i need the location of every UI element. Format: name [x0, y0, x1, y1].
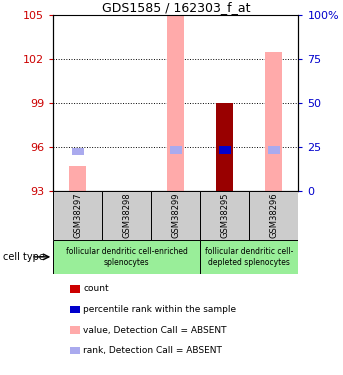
Bar — [268, 147, 280, 154]
Bar — [102, 191, 151, 240]
Bar — [53, 191, 102, 240]
Bar — [72, 148, 84, 155]
Text: GSM38299: GSM38299 — [171, 193, 180, 238]
Text: percentile rank within the sample: percentile rank within the sample — [83, 305, 236, 314]
Bar — [265, 52, 283, 191]
Title: GDS1585 / 162303_f_at: GDS1585 / 162303_f_at — [102, 1, 250, 14]
Text: count: count — [83, 284, 109, 293]
Bar — [151, 191, 200, 240]
Bar — [53, 240, 200, 274]
Bar — [167, 15, 185, 191]
Text: rank, Detection Call = ABSENT: rank, Detection Call = ABSENT — [83, 346, 222, 355]
Bar — [249, 191, 298, 240]
Bar — [219, 147, 231, 154]
Text: follicular dendritic cell-enriched
splenocytes: follicular dendritic cell-enriched splen… — [66, 247, 188, 267]
Text: GSM38296: GSM38296 — [269, 193, 279, 238]
Bar — [216, 103, 234, 191]
Bar — [170, 147, 182, 154]
Bar — [200, 240, 298, 274]
Text: GSM38295: GSM38295 — [220, 193, 229, 238]
Text: follicular dendritic cell-
depleted splenocytes: follicular dendritic cell- depleted sple… — [205, 247, 294, 267]
Text: value, Detection Call = ABSENT: value, Detection Call = ABSENT — [83, 326, 227, 334]
Text: GSM38297: GSM38297 — [73, 193, 82, 238]
Bar — [200, 191, 249, 240]
Text: GSM38298: GSM38298 — [122, 193, 131, 238]
Text: cell type: cell type — [3, 252, 45, 262]
Bar — [69, 166, 86, 191]
Bar — [216, 103, 234, 191]
Bar — [219, 147, 231, 154]
